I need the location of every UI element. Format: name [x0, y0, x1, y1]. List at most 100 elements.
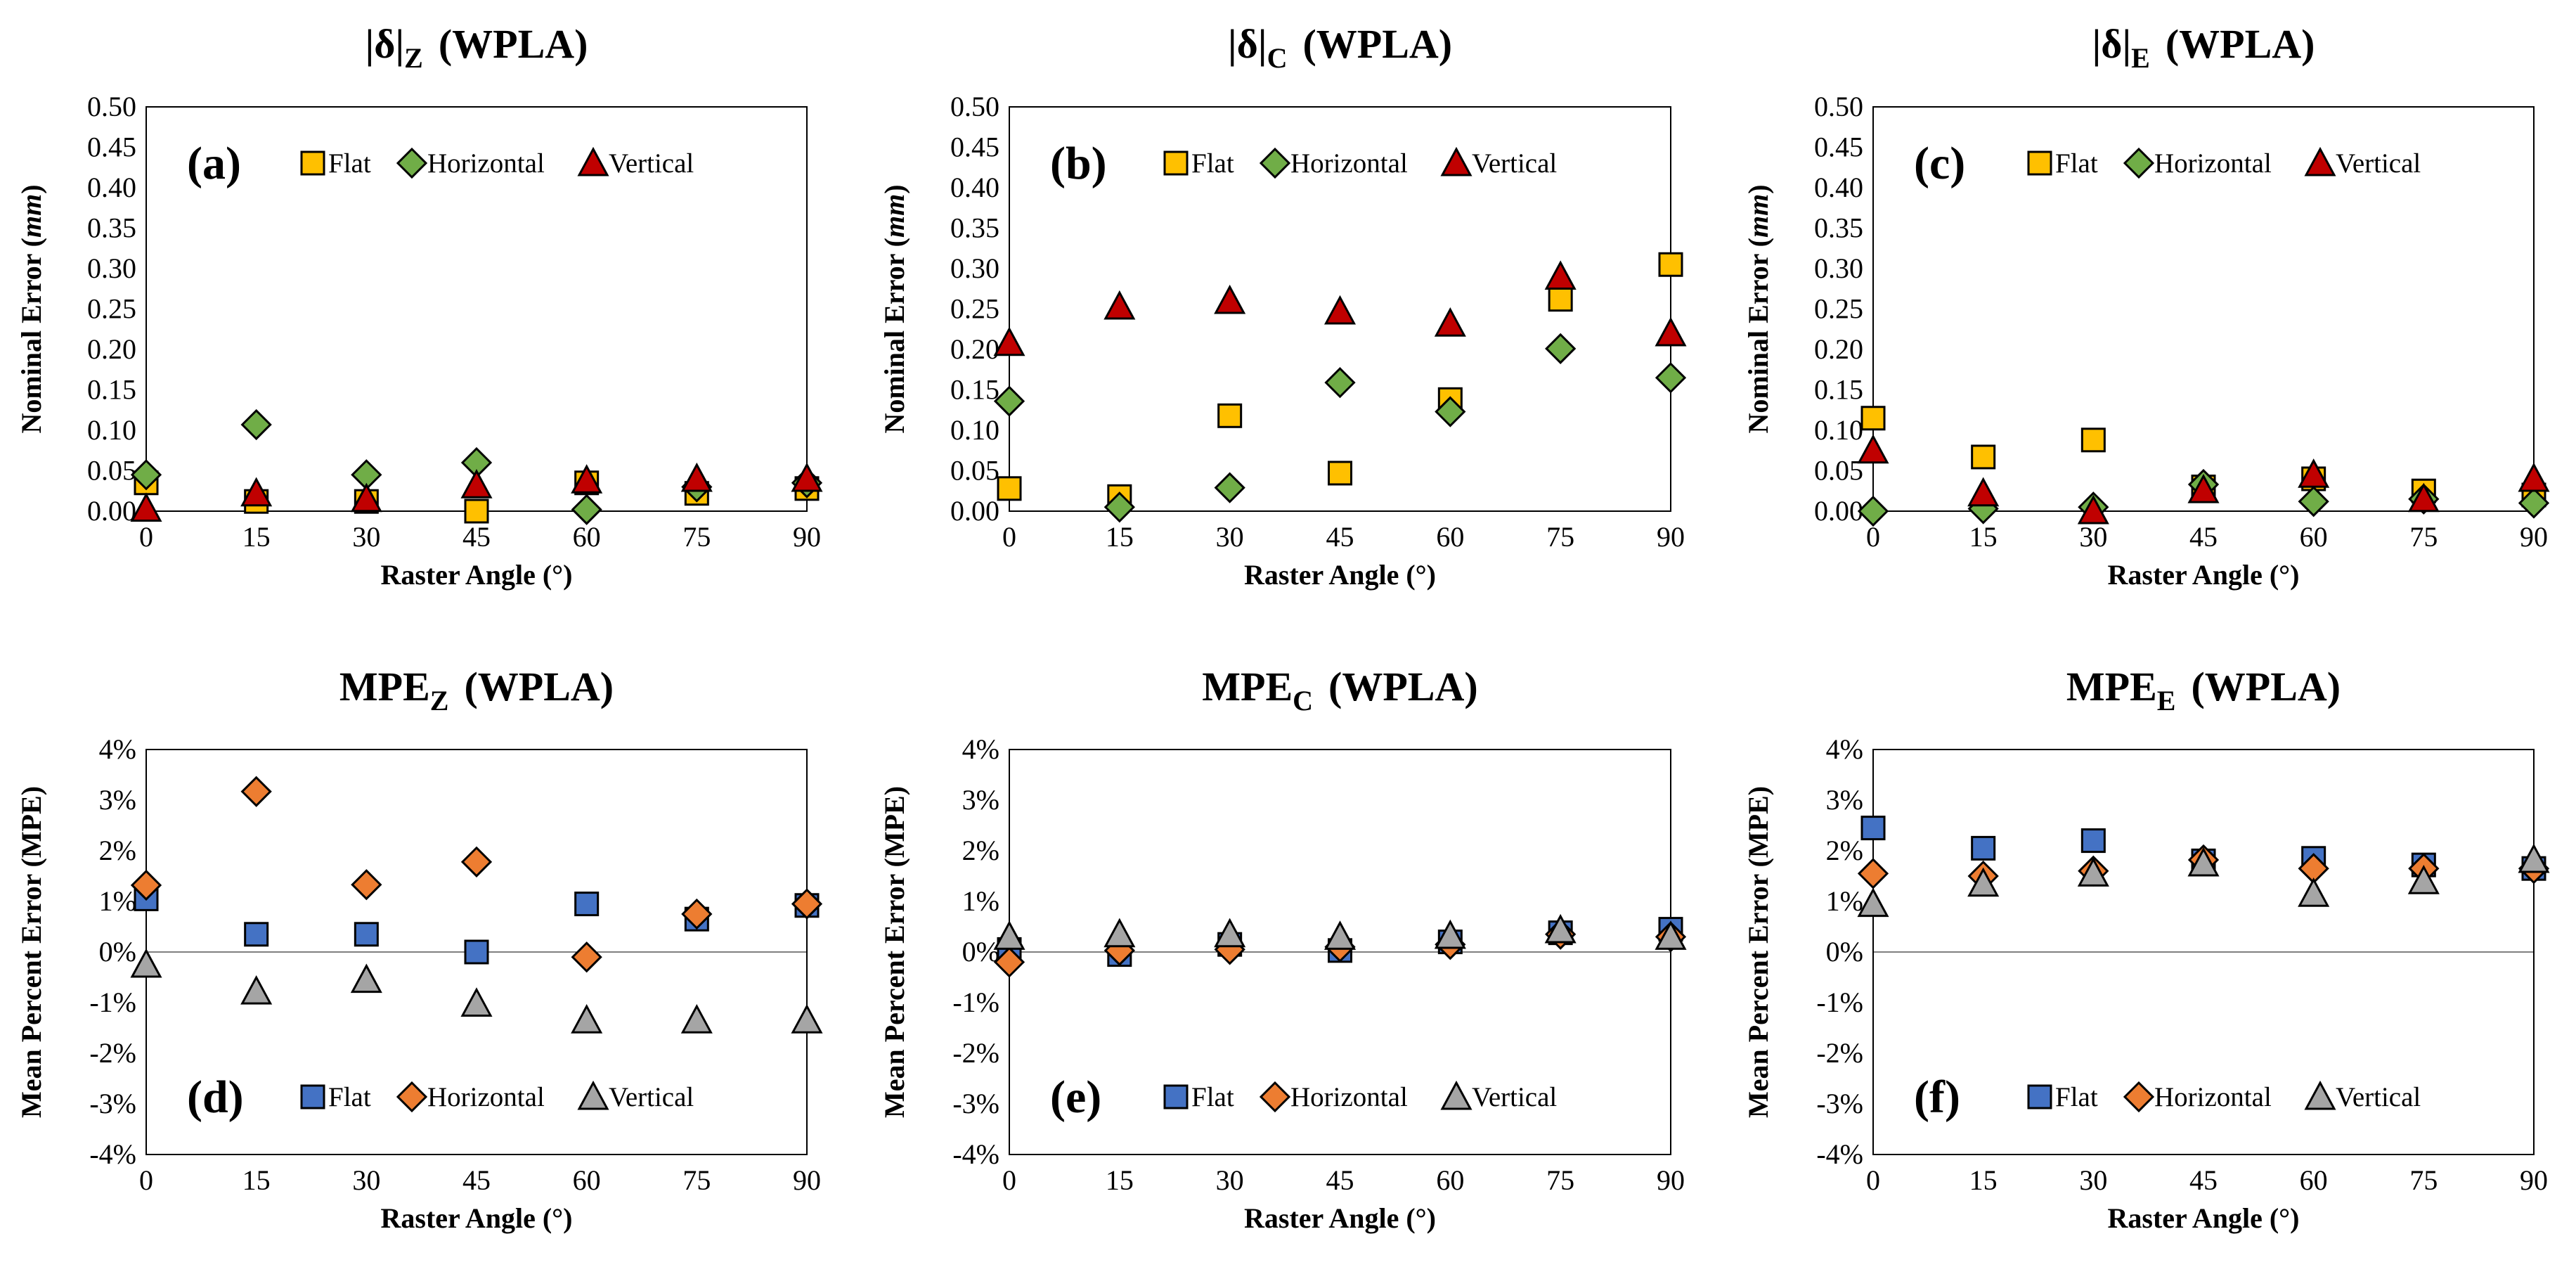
- data-point: [680, 462, 713, 492]
- legend-entry: Vertical: [1472, 1082, 1557, 1112]
- data-point: [993, 920, 1025, 950]
- chart-title-main: MPE: [2066, 664, 2157, 709]
- chart-title: |δ|C (WPLA): [1228, 21, 1452, 74]
- x-tick-label: 60: [2300, 1164, 2328, 1196]
- x-tick-label: 15: [1106, 521, 1134, 553]
- y-tick-label: 3%: [99, 784, 136, 816]
- data-point: [244, 922, 269, 947]
- data-point: [1434, 919, 1466, 949]
- y-tick-label: -2%: [89, 1037, 136, 1069]
- y-tick-label: 0%: [1826, 936, 1863, 967]
- legend-marker-square: [2027, 1084, 2052, 1110]
- data-point: [2298, 877, 2330, 907]
- legend-entry: Vertical: [2336, 1082, 2421, 1112]
- chart-panel-c: |δ|E (WPLA) 0.00 0.05 0.10 0.15 0.20 0.25 0.30 0.…: [1742, 21, 2550, 591]
- data-point: [350, 963, 382, 993]
- x-tick-label: 15: [1106, 1164, 1134, 1196]
- y-tick-label: -3%: [952, 1088, 999, 1119]
- legend-marker-triangle: [2304, 1080, 2336, 1110]
- data-point: [130, 492, 162, 522]
- data-point: [1971, 835, 1996, 861]
- data-point: [1655, 316, 1687, 347]
- legend: Flat Horizontal Vertical: [1163, 1080, 1557, 1113]
- y-tick-label: 0.10: [1814, 414, 1863, 446]
- chart-title: |δ|Z (WPLA): [365, 21, 588, 74]
- x-tick-label: 90: [2520, 521, 2548, 553]
- x-tick-label: 75: [2409, 521, 2438, 553]
- data-point: [1323, 920, 1357, 950]
- data-point: [2080, 828, 2106, 854]
- data-point: [354, 922, 379, 947]
- series-vertical: [993, 913, 1687, 950]
- x-tick-label: 0: [1866, 1164, 1880, 1196]
- data-point: [240, 776, 272, 807]
- x-tick-label: 30: [352, 521, 380, 553]
- chart-title-subscript: Z: [404, 42, 423, 74]
- series-vertical: [130, 462, 823, 522]
- data-point: [2407, 482, 2440, 513]
- legend-marker-square: [300, 150, 325, 176]
- panel-label: (d): [187, 1072, 244, 1123]
- legend-entry: Flat: [328, 1082, 371, 1112]
- y-tick-label: 1%: [1826, 885, 1863, 917]
- x-tick-label: 15: [242, 1164, 271, 1196]
- data-point: [1214, 472, 1245, 503]
- y-tick-label: -4%: [1816, 1138, 1863, 1170]
- data-point: [460, 846, 493, 877]
- x-tick-label: 45: [2189, 521, 2218, 553]
- x-tick-label: 90: [1657, 521, 1685, 553]
- x-tick-label: 30: [1216, 1164, 1244, 1196]
- y-tick-label: -1%: [952, 986, 999, 1018]
- y-tick-label: 0.35: [1814, 212, 1863, 244]
- y-axis-label: Mean Percent Error (MPE): [1742, 786, 1774, 1118]
- chart-title-suffix: (WPLA): [1302, 21, 1452, 67]
- x-tick-label: 15: [1969, 521, 1998, 553]
- legend-marker-triangle: [577, 146, 609, 176]
- x-tick-label: 45: [2189, 1164, 2218, 1196]
- legend-entry: Horizontal: [427, 148, 545, 179]
- series-horizontal: [993, 333, 1687, 523]
- chart-title: MPEE (WPLA): [2066, 664, 2341, 716]
- legend-marker-diamond: [396, 147, 428, 179]
- x-tick-label: 75: [2409, 1164, 2438, 1196]
- x-tick-label: 60: [2300, 521, 2328, 553]
- y-tick-label: 0.15: [1814, 374, 1863, 406]
- legend-entry: Flat: [1191, 1082, 1234, 1112]
- y-tick-label: 0.30: [87, 252, 136, 284]
- data-point: [1545, 333, 1577, 364]
- legend-entry: Flat: [1191, 148, 1234, 179]
- data-point: [2518, 487, 2550, 519]
- data-point: [351, 869, 382, 901]
- x-tick-label: 90: [793, 521, 821, 553]
- y-tick-label: 0.45: [87, 131, 136, 163]
- chart-panel-d: MPEZ (WPLA) -4% -3% -2% -1% 0% 1% 2% 3% 4% 0 15 30 45 6…: [15, 664, 823, 1234]
- chart-title-suffix: (WPLA): [439, 21, 588, 67]
- legend-marker-square: [1163, 150, 1189, 176]
- x-tick-label: 15: [242, 521, 271, 553]
- x-tick-label: 30: [2079, 521, 2107, 553]
- y-tick-label: 0.25: [1814, 293, 1863, 325]
- data-point: [571, 1004, 603, 1034]
- y-tick-label: 0.05: [950, 455, 999, 487]
- data-point: [1214, 918, 1246, 948]
- x-tick-label: 75: [682, 521, 711, 553]
- data-point: [1860, 406, 1886, 431]
- data-point: [791, 888, 823, 920]
- chart-title-main: |δ|: [365, 21, 405, 67]
- chart-title-subscript: Z: [430, 685, 449, 716]
- y-tick-label: 0.50: [950, 91, 999, 122]
- y-tick-label: -2%: [952, 1037, 999, 1069]
- data-point: [1967, 867, 2000, 897]
- legend-marker-square: [300, 1084, 325, 1110]
- legend-entry: Horizontal: [2154, 148, 2272, 179]
- data-point: [1214, 284, 1246, 314]
- chart-title-subscript: C: [1267, 42, 1288, 74]
- y-tick-label: 0.40: [87, 172, 136, 203]
- panel-label: (f): [1914, 1072, 1960, 1123]
- legend-marker-triangle: [577, 1080, 609, 1110]
- x-axis-label: Raster Angle (°): [2108, 559, 2300, 591]
- data-point: [1548, 287, 1573, 312]
- x-axis-label: Raster Angle (°): [381, 559, 573, 591]
- y-tick-label: 3%: [962, 784, 999, 816]
- legend-marker-triangle: [1440, 1080, 1473, 1110]
